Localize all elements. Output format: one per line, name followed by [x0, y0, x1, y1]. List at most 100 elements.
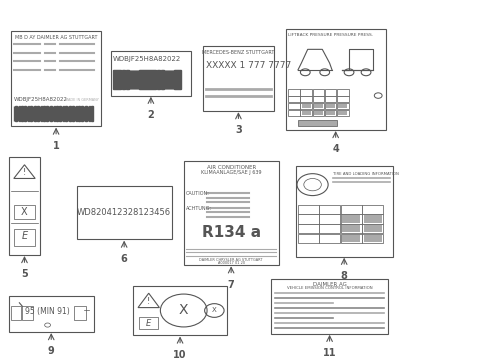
Bar — [42, 106, 43, 121]
Text: 95 (MIN 91): 95 (MIN 91) — [25, 307, 70, 316]
Bar — [166, 70, 167, 89]
Bar — [146, 70, 147, 89]
Bar — [54, 106, 55, 121]
Bar — [129, 70, 130, 89]
Bar — [300, 89, 311, 95]
Bar — [342, 215, 360, 222]
Bar — [91, 106, 92, 121]
Text: 1: 1 — [53, 141, 60, 151]
Bar — [138, 317, 158, 329]
Bar — [300, 110, 311, 116]
Bar — [172, 70, 173, 89]
Bar — [297, 234, 318, 243]
Bar — [120, 70, 121, 89]
Bar — [297, 120, 336, 126]
Bar — [324, 103, 336, 109]
Text: DAIMLER CHRYSLER AG STUTTGART: DAIMLER CHRYSLER AG STUTTGART — [199, 258, 263, 262]
Bar — [22, 306, 33, 320]
Bar — [336, 110, 348, 116]
Text: 4: 4 — [332, 144, 338, 154]
Bar — [139, 70, 140, 89]
Bar — [28, 106, 29, 121]
Bar — [116, 70, 117, 89]
Bar — [141, 70, 142, 89]
Text: VEHICLE EMISSION CONTROL INFORMATION: VEHICLE EMISSION CONTROL INFORMATION — [286, 286, 372, 291]
Bar — [180, 70, 181, 89]
Bar — [313, 111, 322, 115]
Text: 8: 8 — [340, 271, 347, 281]
Bar — [125, 70, 126, 89]
Text: 11: 11 — [322, 348, 336, 358]
Text: TIRE AND LOADING INFORMATION: TIRE AND LOADING INFORMATION — [333, 172, 399, 176]
Bar — [169, 70, 170, 89]
Bar — [324, 89, 336, 95]
Bar — [147, 70, 148, 89]
Bar — [72, 106, 73, 121]
Text: A000017 01 20: A000017 01 20 — [217, 261, 244, 265]
Bar — [132, 286, 227, 335]
Bar — [32, 106, 33, 121]
Bar — [60, 106, 61, 121]
Bar — [73, 106, 74, 121]
Bar — [297, 224, 318, 233]
Bar — [312, 96, 324, 103]
Bar — [342, 225, 360, 232]
Bar — [312, 110, 324, 116]
Bar — [155, 70, 156, 89]
Text: MERCEDES-BENZ STUTTGART: MERCEDES-BENZ STUTTGART — [202, 50, 274, 55]
Bar — [183, 161, 278, 265]
Text: ACHTUNG:: ACHTUNG: — [186, 206, 212, 211]
Bar — [362, 215, 382, 224]
Text: E: E — [145, 319, 150, 328]
Bar — [340, 234, 361, 243]
Bar — [56, 106, 57, 121]
Bar — [168, 70, 169, 89]
Bar — [340, 215, 361, 224]
Bar — [135, 70, 136, 89]
Bar — [319, 224, 340, 233]
Bar — [271, 279, 387, 334]
Bar — [25, 106, 26, 121]
Text: MB D AY DAIMLER AG STUTTGART: MB D AY DAIMLER AG STUTTGART — [15, 35, 97, 40]
Bar — [137, 70, 138, 89]
Bar — [312, 103, 324, 109]
Bar — [47, 106, 48, 121]
Text: MADE IN GERMANY: MADE IN GERMANY — [64, 98, 98, 103]
Bar — [145, 70, 146, 89]
Bar — [324, 110, 336, 116]
Bar — [149, 70, 150, 89]
Bar — [325, 111, 334, 115]
Bar — [285, 29, 385, 130]
Bar — [165, 70, 166, 89]
Bar — [342, 235, 360, 242]
Bar — [363, 225, 381, 232]
Bar — [319, 205, 340, 214]
Bar — [297, 205, 318, 214]
Bar — [158, 70, 159, 89]
Text: 10: 10 — [173, 350, 186, 360]
Bar — [297, 215, 318, 224]
Bar — [287, 96, 299, 103]
Bar — [170, 70, 171, 89]
Bar — [15, 106, 16, 121]
Bar — [319, 234, 340, 243]
Bar — [11, 31, 101, 126]
Bar — [301, 104, 310, 108]
Bar — [319, 215, 340, 224]
Bar — [295, 166, 392, 257]
Bar — [9, 296, 94, 332]
Bar — [126, 70, 127, 89]
Bar — [164, 70, 165, 89]
Bar — [24, 106, 25, 121]
Bar — [143, 70, 144, 89]
Bar — [14, 205, 35, 219]
Bar — [178, 70, 179, 89]
Bar — [67, 106, 68, 121]
Bar — [177, 70, 178, 89]
Bar — [313, 104, 322, 108]
Text: DAIMLER AG: DAIMLER AG — [312, 282, 346, 287]
Bar — [362, 224, 382, 233]
Bar — [362, 234, 382, 243]
Text: 5: 5 — [21, 269, 28, 279]
Text: WDBJF25H8A82022: WDBJF25H8A82022 — [14, 98, 67, 103]
